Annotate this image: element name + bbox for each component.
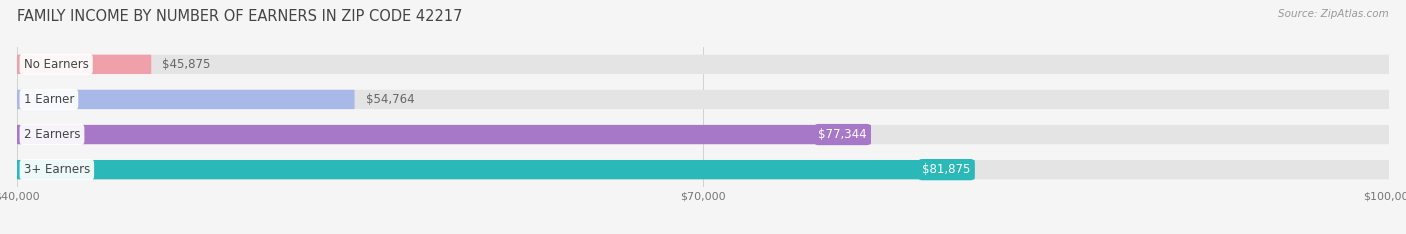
Text: No Earners: No Earners — [24, 58, 89, 71]
FancyBboxPatch shape — [17, 55, 1389, 74]
FancyBboxPatch shape — [17, 160, 974, 179]
FancyBboxPatch shape — [17, 90, 1389, 109]
FancyBboxPatch shape — [17, 90, 354, 109]
Text: $45,875: $45,875 — [162, 58, 211, 71]
Text: 1 Earner: 1 Earner — [24, 93, 75, 106]
Text: $81,875: $81,875 — [922, 163, 970, 176]
Text: $54,764: $54,764 — [366, 93, 415, 106]
Text: 3+ Earners: 3+ Earners — [24, 163, 90, 176]
Text: 2 Earners: 2 Earners — [24, 128, 80, 141]
Text: Source: ZipAtlas.com: Source: ZipAtlas.com — [1278, 9, 1389, 19]
FancyBboxPatch shape — [17, 125, 1389, 144]
FancyBboxPatch shape — [17, 55, 152, 74]
Text: FAMILY INCOME BY NUMBER OF EARNERS IN ZIP CODE 42217: FAMILY INCOME BY NUMBER OF EARNERS IN ZI… — [17, 9, 463, 24]
Text: $77,344: $77,344 — [818, 128, 868, 141]
FancyBboxPatch shape — [17, 160, 1389, 179]
FancyBboxPatch shape — [17, 125, 870, 144]
